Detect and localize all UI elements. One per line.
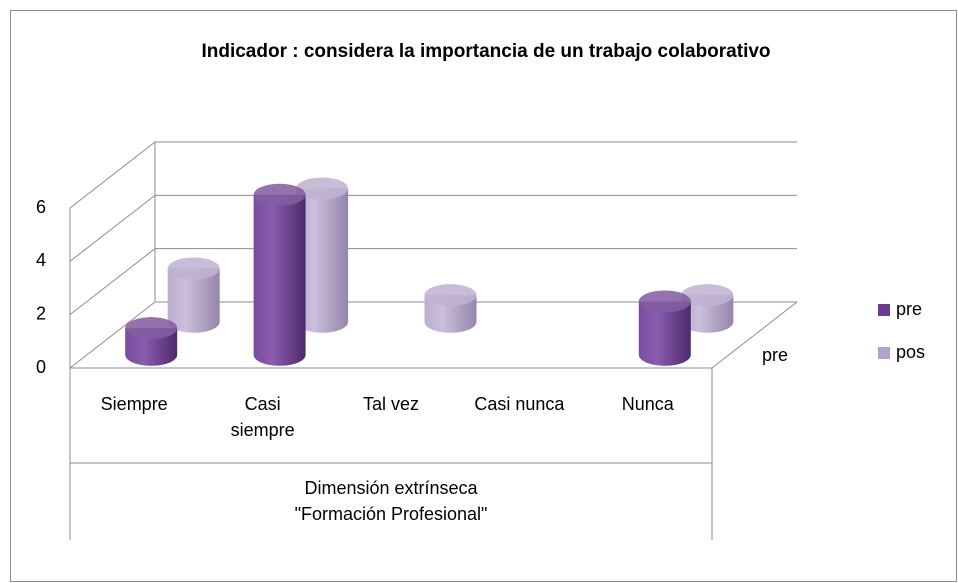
bar [125, 317, 178, 366]
bar-top [681, 284, 734, 307]
floor-side [711, 301, 798, 369]
bar-top [125, 317, 178, 340]
bar-top-shine [125, 317, 178, 340]
x-tick-label: Casi siempre [230, 394, 295, 440]
bar [296, 177, 349, 333]
bar [681, 284, 734, 333]
y-tick-label: 2 [36, 303, 46, 323]
bar-top-shine [638, 290, 691, 313]
x-tick-label: Siempre [100, 394, 168, 414]
chart-title: Indicador : considera la importancia de … [201, 41, 770, 62]
x-tick-label: Casi nunca [474, 394, 565, 414]
bar-top [638, 290, 691, 313]
chart-border [10, 10, 957, 582]
y-tick-label: 6 [36, 197, 46, 217]
bar-top [167, 257, 220, 280]
bar-top [253, 183, 306, 206]
legend-swatch [878, 347, 890, 359]
bar [167, 257, 220, 333]
grid-line [69, 301, 797, 369]
category-frame [69, 368, 713, 540]
x-tick-label: Tal vez [362, 394, 420, 414]
bar-top-shine [167, 257, 220, 280]
grid-line [69, 141, 797, 209]
bar-side [296, 188, 349, 333]
bar-top [296, 177, 349, 200]
depth-axis-label: pre [762, 345, 788, 365]
bar-top-shine [681, 284, 734, 307]
bar-side [638, 301, 691, 366]
grid [69, 141, 798, 369]
bar-top-shine [424, 284, 477, 307]
bar-side [167, 268, 220, 333]
bar-top-shine [296, 177, 349, 200]
bar [253, 183, 306, 366]
bar-top-shine [253, 183, 306, 206]
grid-line [69, 194, 797, 262]
legend-swatch [878, 304, 890, 316]
bar [424, 284, 477, 333]
category-group-label: Dimensión extrínseca "Formación Profesio… [294, 478, 488, 524]
y-tick-label: 4 [36, 250, 46, 270]
grid-line [69, 248, 797, 316]
bar-side [253, 194, 306, 366]
y-tick-label: 0 [36, 357, 46, 377]
bar [638, 290, 691, 366]
bar-top [424, 284, 477, 307]
legend-label: pos [896, 342, 925, 362]
legend-label: pre [896, 299, 922, 319]
x-tick-label: Nunca [621, 394, 674, 414]
